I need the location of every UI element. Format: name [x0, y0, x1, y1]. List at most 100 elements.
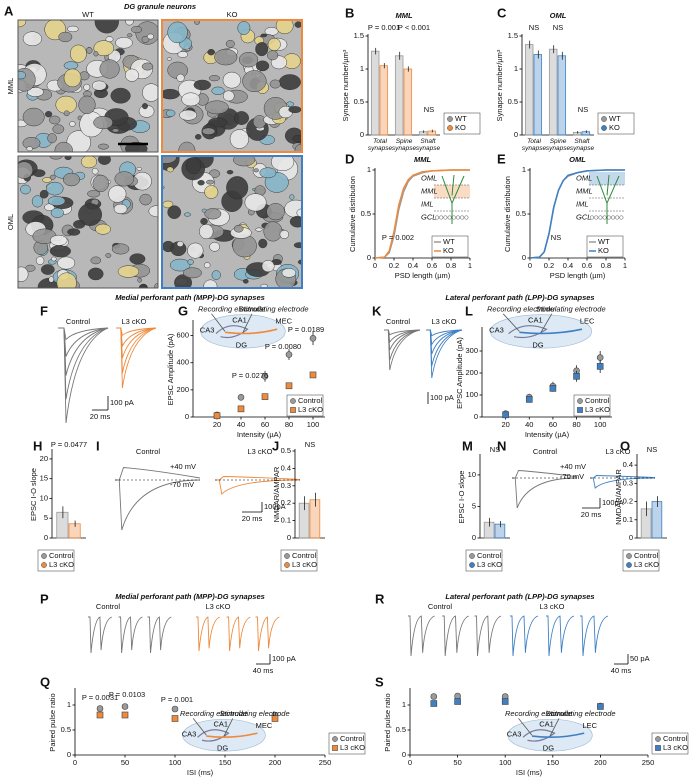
soma [451, 215, 456, 220]
x-tick-label: 100 [169, 758, 182, 767]
organelle [237, 21, 251, 35]
y-tick-label: 0.5 [516, 209, 526, 218]
trace [58, 327, 109, 400]
x-axis-label: ISI (ms) [516, 768, 543, 777]
organelle [18, 161, 34, 179]
legend-swatch [447, 125, 453, 131]
y-tick-label: 0 [367, 253, 371, 262]
x-tick-label: 0.8 [446, 261, 456, 270]
micrograph-frame [161, 19, 303, 153]
point [285, 351, 293, 358]
y-tick-label: 5 [44, 513, 48, 522]
organelle [185, 157, 202, 175]
trace-label: Control [533, 447, 558, 456]
inset-label: CA3 [182, 729, 197, 738]
y-tick-label: 300 [465, 346, 478, 355]
organelle [208, 75, 220, 82]
annotation: P = 0.0080 [265, 342, 301, 351]
trace [442, 615, 469, 657]
micrograph [162, 20, 302, 152]
y-tick-label: 0 [185, 412, 189, 421]
organelle [20, 184, 31, 195]
organelle [204, 100, 229, 115]
trace [426, 329, 463, 379]
point [96, 711, 104, 719]
legend-box [622, 549, 660, 572]
organelle [222, 90, 235, 102]
organelle [294, 21, 302, 28]
organelle [293, 242, 302, 249]
traces [115, 467, 301, 531]
y-axis-label: EPSC Amplitude (pA) [166, 333, 175, 405]
soma [594, 215, 599, 220]
organelle [201, 127, 216, 135]
point [525, 396, 533, 403]
organelle [176, 73, 185, 82]
organelle [284, 199, 302, 218]
legend-label: WT [455, 114, 467, 123]
pathway [531, 732, 585, 739]
bar [651, 501, 663, 539]
point [430, 700, 438, 707]
trace [512, 470, 578, 479]
organelle [204, 208, 222, 220]
inset-label: DG [532, 340, 543, 349]
inset-label: CA1 [528, 315, 543, 324]
trace-label: L3 cKO [205, 602, 230, 611]
organelle [18, 71, 27, 80]
organelle [91, 80, 107, 91]
y-tick-label: 0 [522, 253, 526, 262]
point [213, 412, 221, 419]
section-heading: Medial perforant path (MPP)-DG synapses [115, 592, 265, 601]
y-tick-label: 0.4 [281, 463, 291, 472]
scale-label: 100 pA [272, 654, 296, 663]
x-axis-label: PSD length (µm) [395, 271, 451, 280]
organelle [141, 103, 148, 110]
y-tick-label: 0.5 [396, 725, 406, 734]
x-tick-label: Shaft synapse [415, 138, 441, 152]
trace-label: Control [386, 317, 411, 326]
organelle [18, 266, 29, 282]
annotation: NS [305, 440, 315, 449]
soma [598, 215, 603, 220]
organelle [57, 256, 76, 270]
annotation: NS [578, 105, 588, 114]
inset-label: CA1 [539, 720, 554, 729]
inset-label: CA1 [232, 315, 247, 324]
electrode [540, 313, 553, 333]
trace-label: Control [428, 602, 453, 611]
inset-label: OML [421, 173, 437, 182]
y-tick-label: 0 [402, 750, 406, 759]
trace-label: Control [136, 447, 161, 456]
legend-label: L3 cKO [477, 560, 502, 569]
bar [427, 130, 437, 136]
x-axis-label: Intensity (µA) [237, 430, 282, 439]
point [430, 693, 438, 700]
electrode [518, 718, 533, 736]
inset-label: Recording electrode [487, 304, 554, 313]
organelle [125, 68, 139, 82]
legend-label: L3 cKO [585, 405, 610, 414]
inset-label: MML [576, 186, 593, 195]
x-tick-label: 200 [594, 758, 607, 767]
organelle [162, 88, 180, 100]
legend-label: WT [609, 114, 621, 123]
y-tick-label: 5 [472, 501, 476, 510]
trace-label: L3 cKO [539, 602, 564, 611]
organelle [90, 256, 102, 265]
bar [581, 131, 591, 136]
inset-label: LEC [580, 317, 595, 326]
bar [56, 511, 69, 539]
y-axis-label: Paired pulse ratio [383, 693, 392, 751]
y-tick-label: 0.1 [281, 516, 291, 525]
x-tick-label: 0.6 [427, 261, 437, 270]
trace [116, 327, 157, 348]
soma [443, 215, 448, 220]
organelle [269, 79, 281, 89]
series-line [374, 169, 470, 259]
point [309, 371, 317, 379]
chart-title: OML [569, 155, 586, 164]
organelle [42, 177, 52, 183]
point [261, 393, 269, 400]
y-tick-label: 1.5 [508, 31, 518, 40]
